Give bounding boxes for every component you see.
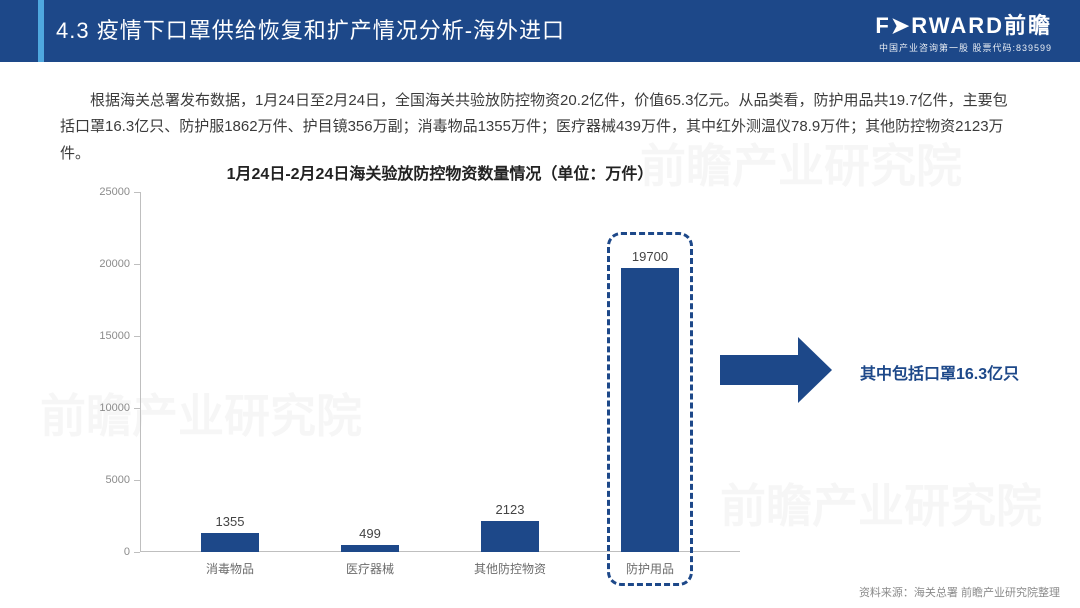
- slide-title: 4.3 疫情下口罩供给恢复和扩产情况分析-海外进口: [44, 0, 565, 62]
- highlight-box: [607, 232, 693, 586]
- y-axis-line: [140, 192, 141, 552]
- title-text: 疫情下口罩供给恢复和扩产情况分析-海外进口: [97, 18, 565, 43]
- watermark: 前瞻产业研究院: [720, 470, 1042, 536]
- y-tick: [134, 408, 140, 409]
- y-tick-label: 10000: [70, 402, 130, 414]
- bar-slot: 499医疗器械: [300, 192, 440, 552]
- arrow-head-icon: [798, 337, 832, 403]
- brand-logo-text: F➤RWARD前瞻: [875, 8, 1052, 40]
- y-tick-label: 0: [70, 546, 130, 558]
- callout-text: 其中包括口罩16.3亿只: [860, 360, 1019, 384]
- category-label: 其他防控物资: [440, 552, 580, 577]
- bar-slot: 1355消毒物品: [160, 192, 300, 552]
- bar: 2123: [481, 521, 539, 552]
- y-tick: [134, 264, 140, 265]
- bar-value-label: 2123: [496, 502, 525, 521]
- chart-title: 1月24日-2月24日海关验放防控物资数量情况（单位：万件）: [60, 160, 760, 184]
- bar: 1355: [201, 533, 259, 553]
- category-label: 医疗器械: [300, 552, 440, 577]
- bar-slot: 2123其他防控物资: [440, 192, 580, 552]
- y-tick: [134, 336, 140, 337]
- slide-root: 前瞻产业研究院 前瞻产业研究院 前瞻产业研究院 4.3 疫情下口罩供给恢复和扩产…: [0, 0, 1080, 608]
- y-tick-label: 15000: [70, 330, 130, 342]
- y-tick-label: 25000: [70, 186, 130, 198]
- bar-value-label: 1355: [216, 514, 245, 533]
- slide-header: 4.3 疫情下口罩供给恢复和扩产情况分析-海外进口 F➤RWARD前瞻 中国产业…: [0, 0, 1080, 62]
- section-number: 4.3: [56, 18, 90, 43]
- chart-plot-area: 05000100001500020000250001355消毒物品499医疗器械…: [140, 192, 740, 552]
- bar-value-label: 499: [359, 526, 381, 545]
- bar: 499: [341, 545, 399, 552]
- y-tick: [134, 480, 140, 481]
- y-tick: [134, 552, 140, 553]
- category-label: 消毒物品: [160, 552, 300, 577]
- y-tick-label: 5000: [70, 474, 130, 486]
- brand-block: F➤RWARD前瞻 中国产业咨询第一股 股票代码:839599: [875, 0, 1080, 62]
- source-text: 资料来源：海关总署 前瞻产业研究院整理: [859, 584, 1060, 600]
- bar-chart: 1月24日-2月24日海关验放防控物资数量情况（单位：万件） 0 5000 1000…: [60, 160, 760, 580]
- y-tick: [134, 192, 140, 193]
- brand-subtitle: 中国产业咨询第一股 股票代码:839599: [875, 41, 1052, 54]
- arrow-shaft: [720, 355, 800, 385]
- y-tick-label: 20000: [70, 258, 130, 270]
- body-paragraph: 根据海关总署发布数据，1月24日至2月24日，全国海关共验放防控物资20.2亿件…: [0, 62, 1080, 167]
